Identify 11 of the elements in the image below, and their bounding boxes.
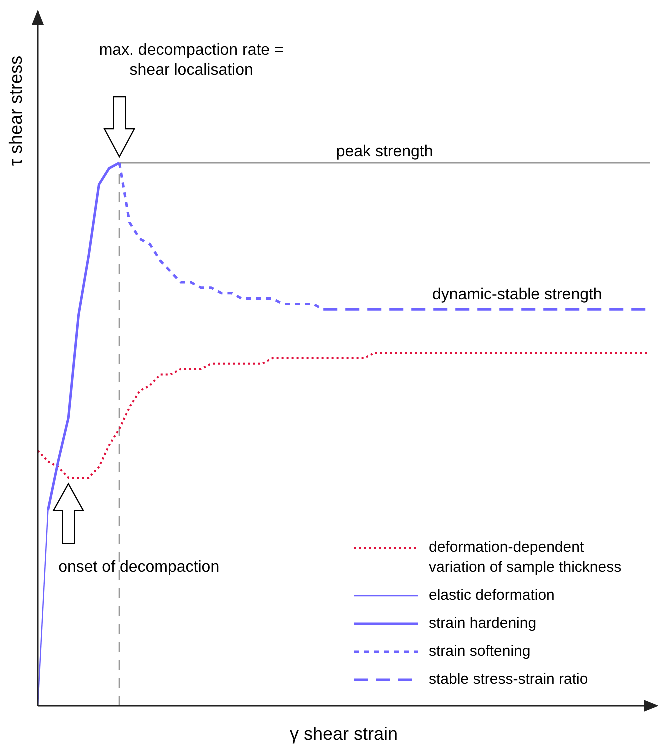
legend-label: deformation-dependent variation of sample thickness: [429, 538, 623, 578]
legend-label: elastic deformation: [429, 586, 556, 606]
x-axis-title: γ shear strain: [290, 724, 398, 744]
annotation: max. decompaction rate = shear localisation: [99, 42, 284, 80]
legend-label: stable stress-strain ratio: [429, 670, 590, 690]
annotation: onset of decompaction: [58, 558, 220, 576]
legend-label: strain hardening: [429, 614, 538, 634]
ref-line-label: peak strength: [336, 144, 434, 161]
annotation: dynamic-stable strength: [432, 286, 602, 304]
legend-label: strain softening: [429, 642, 532, 662]
y-axis-title: τ shear stress: [6, 56, 26, 166]
